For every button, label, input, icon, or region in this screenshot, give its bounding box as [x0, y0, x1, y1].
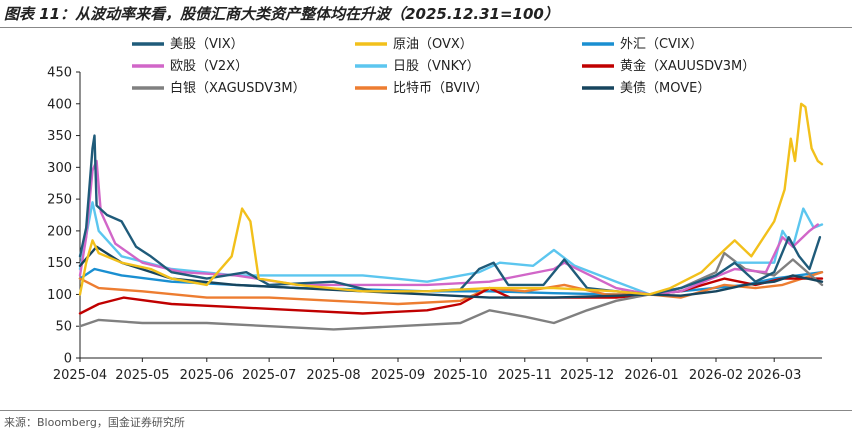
y-tick-label: 450: [47, 66, 72, 81]
y-tick-label: 350: [47, 129, 72, 144]
x-tick-label: 2025-08: [306, 368, 360, 383]
x-tick-label: 2025-06: [180, 368, 234, 383]
legend-label: 美债（MOVE）: [620, 81, 710, 96]
legend-label: 原油（OVX）: [393, 37, 473, 52]
y-tick-label: 0: [64, 352, 72, 367]
legend-label: 白银（XAGUSDV3M）: [170, 80, 306, 96]
legend-label: 黄金（XAUUSDV3M）: [620, 58, 755, 74]
source-rule: [0, 410, 852, 411]
y-tick-label: 200: [47, 224, 72, 239]
chart-title: 图表 11：从波动率来看，股债汇商大类资产整体均在升波（2025.12.31=1…: [4, 5, 559, 23]
x-tick-label: 2025-10: [433, 368, 487, 383]
series-layer: [78, 102, 824, 331]
series-line-1: [78, 134, 822, 296]
y-tick-label: 250: [47, 193, 72, 208]
x-tick-label: 2025-07: [242, 368, 296, 383]
legend-label: 美股（VIX）: [170, 37, 244, 52]
x-tick-label: 2025-09: [371, 368, 425, 383]
y-tick-label: 150: [47, 256, 72, 271]
source-note: 来源：Bloomberg，国金证券研究所: [4, 416, 185, 429]
y-tick-label: 400: [47, 97, 72, 112]
x-tick-label: 2026-03: [747, 368, 801, 383]
legend: 美股（VIX） 原油（OVX） 外汇（CVIX） 欧股（V2X） 日股（VNKY） 黄金（…: [132, 37, 755, 96]
x-tick-label: 2025-11: [498, 368, 552, 383]
x-tick-label: 2025-05: [115, 368, 169, 383]
legend-label: 外汇（CVIX）: [620, 37, 703, 52]
series-line-8: [78, 271, 824, 306]
x-tick-label: 2026-02: [689, 368, 743, 383]
x-tick-label: 2025-12: [560, 368, 614, 383]
y-tick-label: 50: [55, 320, 72, 335]
axes: 0 50 100 150 200 250 300 350 400 450 2025-04 2025-0…: [47, 66, 822, 383]
legend-label: 日股（VNKY）: [393, 59, 480, 74]
x-tick-label: 2026-01: [624, 368, 678, 383]
y-tick-label: 100: [47, 288, 72, 303]
legend-label: 欧股（V2X）: [170, 59, 248, 74]
title-rule: [0, 27, 852, 28]
legend-label: 比特币（BVIV）: [393, 81, 488, 96]
series-line-4: [78, 159, 819, 296]
y-tick-label: 300: [47, 161, 72, 176]
x-tick-label: 2025-04: [53, 368, 107, 383]
series-line-2: [78, 102, 824, 296]
